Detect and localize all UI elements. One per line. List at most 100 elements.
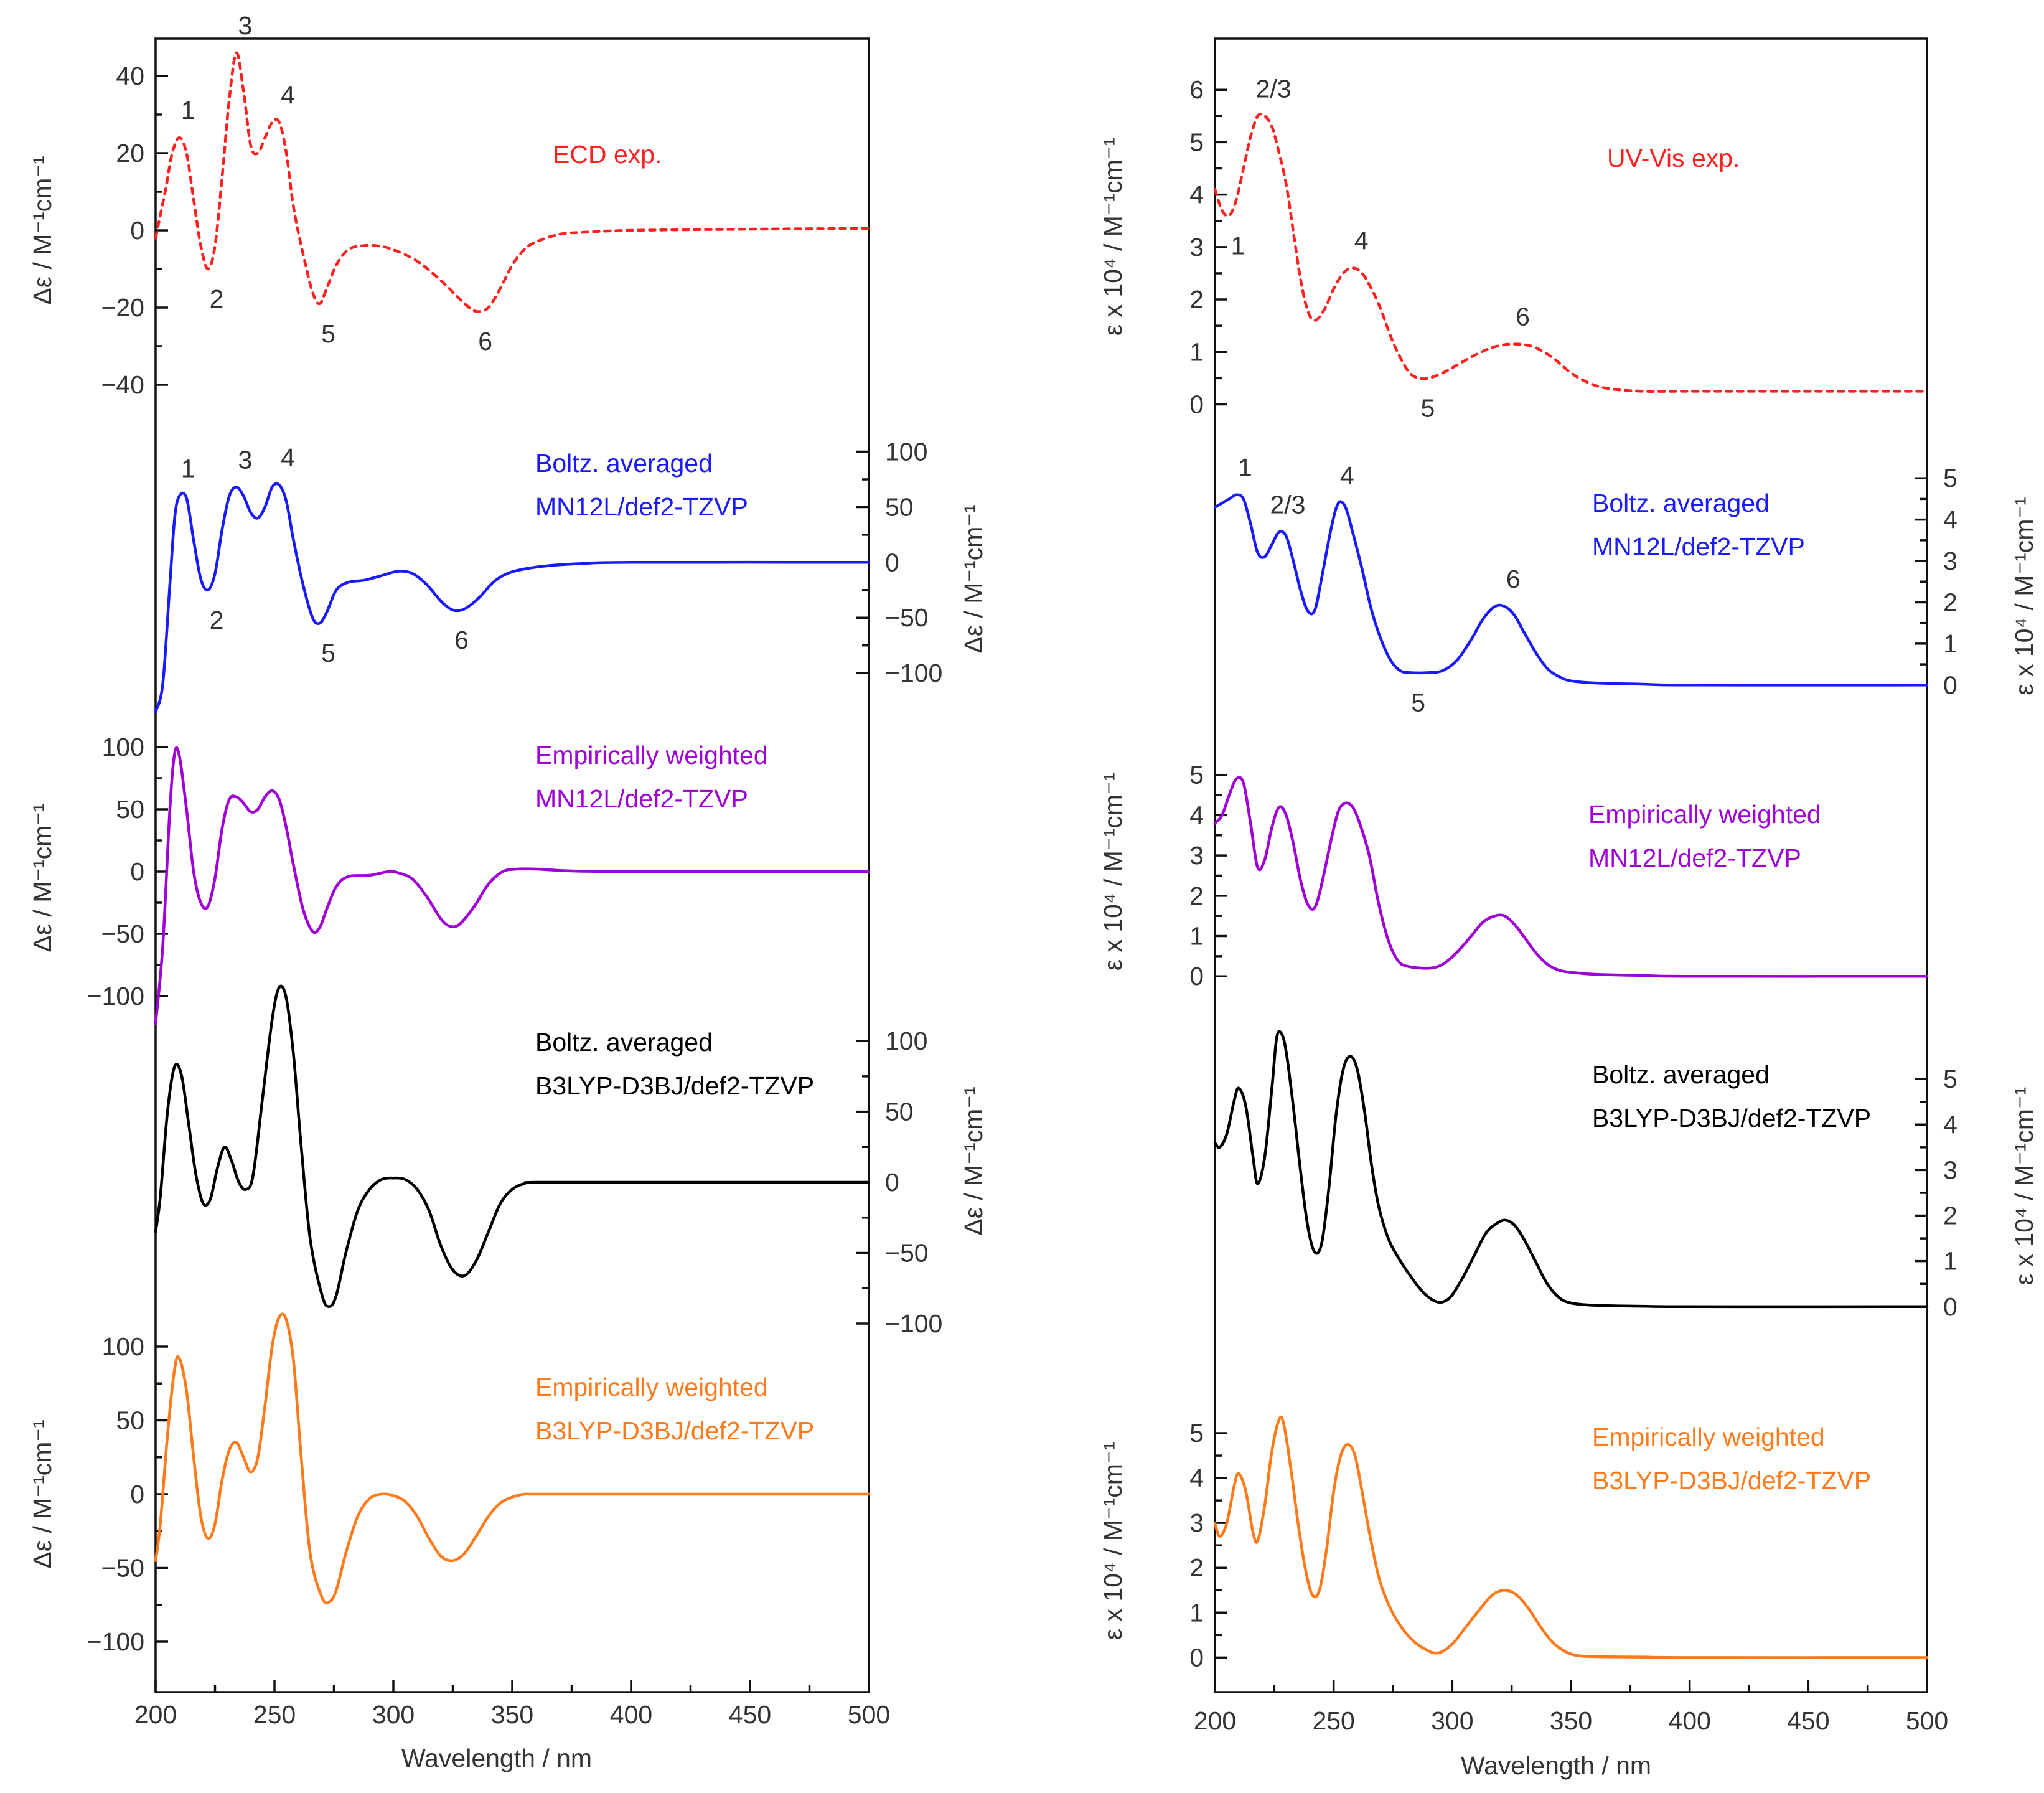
x-tick-label: 350 [1550, 1706, 1592, 1735]
ecd-series-3-y-tick-label: 0 [130, 857, 144, 886]
ecd-series-2-y-tick-label: 0 [885, 548, 899, 576]
uvvis-series-2-y-tick-label: 4 [1943, 506, 1957, 534]
ecd-series-3-y-tick-label: 50 [116, 795, 144, 824]
uvvis-series-3-y-tick-label: 5 [1189, 761, 1204, 789]
ecd-series-2-y-tick-label: 100 [885, 438, 927, 466]
ecd-series-1-y-axis-title: Δε / M⁻¹cm⁻¹ [28, 156, 57, 304]
uvvis-series-1-y-tick-label: 4 [1189, 181, 1204, 209]
ecd-series-4-legend-label: B3LYP-D3BJ/def2-TZVP [535, 1071, 814, 1100]
ecd-series-2-y-tick-label: 50 [885, 492, 914, 521]
uvvis-series-2-legend-label: MN12L/def2-TZVP [1592, 532, 1805, 561]
ecd-series-2-peak-label: 1 [181, 454, 195, 483]
ecd-x-axis-title: Wavelength / nm [401, 1744, 592, 1772]
ecd-series-1-y-tick-label: −40 [101, 370, 144, 399]
ecd-series-2-peak-label: 2 [210, 606, 224, 634]
x-tick-label: 300 [372, 1700, 415, 1729]
ecd-series-4-line [154, 984, 871, 1308]
uvvis-x-axis-title: Wavelength / nm [1461, 1751, 1651, 1780]
ecd-series-4-y-tick-label: −50 [885, 1239, 929, 1268]
uvvis-series-2-peak-label: 2/3 [1270, 491, 1305, 519]
ecd-series-3-y-tick-label: −100 [87, 982, 144, 1010]
ecd-series-4-y-tick-label: 0 [885, 1168, 899, 1197]
uvvis-series-4-y-axis-title: ε x 10⁴ / M⁻¹cm⁻¹ [2010, 1087, 2038, 1285]
ecd-series-4-y-tick-label: −100 [885, 1309, 942, 1338]
ecd-series-1-y-tick-label: −20 [101, 293, 144, 322]
ecd-series-5-y-tick-label: 100 [102, 1332, 144, 1361]
uvvis-series-5-line [1213, 1415, 1929, 1659]
ecd-series-2-peak-label: 3 [238, 445, 252, 474]
uvvis-series-4-y-tick-label: 0 [1943, 1292, 1957, 1321]
uvvis-series-2-line [1213, 493, 1929, 687]
uvvis-series-2-peak-label: 5 [1411, 688, 1425, 717]
uvvis-series-5-legend-label: B3LYP-D3BJ/def2-TZVP [1592, 1466, 1871, 1495]
uvvis-series-4-y-tick-label: 5 [1943, 1065, 1957, 1093]
ecd-series-4-legend-label: Boltz. averaged [535, 1028, 713, 1057]
ecd-series-1-line [154, 51, 871, 313]
uvvis-curves [1213, 112, 1929, 1659]
ecd-series-2-peak-label: 5 [321, 639, 335, 667]
uvvis-series-4-legend-label: B3LYP-D3BJ/def2-TZVP [1592, 1104, 1871, 1132]
ecd-series-5-y-tick-label: 50 [116, 1406, 144, 1434]
ecd-series-3-legend-label: MN12L/def2-TZVP [535, 784, 748, 813]
uvvis-series-1-peak-label: 4 [1354, 227, 1369, 255]
uvvis-series-4-y-tick-label: 3 [1943, 1155, 1957, 1184]
uvvis-series-2-y-tick-label: 5 [1943, 464, 1957, 492]
uvvis-series-1-y-tick-label: 3 [1189, 233, 1204, 261]
uvvis-series-5-y-tick-label: 5 [1189, 1419, 1204, 1447]
uvvis-series-5-y-tick-label: 2 [1189, 1553, 1204, 1582]
ecd-series-5-y-axis-title: Δε / M⁻¹cm⁻¹ [28, 1419, 57, 1568]
x-tick-label: 300 [1431, 1706, 1473, 1735]
uvvis-series-5-y-tick-label: 1 [1189, 1598, 1204, 1627]
uvvis-series-5-y-tick-label: 4 [1189, 1464, 1204, 1492]
ecd-series-1-peak-label: 3 [238, 11, 252, 40]
uvvis-series-2-peak-label: 4 [1340, 461, 1354, 490]
ecd-curves [154, 51, 871, 1605]
uvvis-series-2-y-axis-title: ε x 10⁴ / M⁻¹cm⁻¹ [2010, 497, 2038, 695]
uvvis-series-2-peak-label: 1 [1238, 453, 1252, 482]
x-tick-label: 250 [253, 1700, 296, 1729]
uvvis-series-3-y-tick-label: 1 [1189, 922, 1204, 951]
ecd-series-1-legend-label: ECD exp. [553, 140, 662, 169]
ecd-series-1-y-tick-label: 0 [130, 216, 144, 245]
ecd-series-3-y-tick-label: −50 [101, 920, 144, 948]
ecd-series-4-y-tick-label: 50 [885, 1098, 914, 1126]
ecd-series-2-y-tick-label: −50 [885, 603, 929, 632]
x-tick-label: 500 [1906, 1706, 1948, 1735]
ecd-series-5-y-tick-label: −100 [87, 1627, 144, 1656]
x-tick-label: 500 [848, 1700, 890, 1729]
ecd-series-1-peak-label: 2 [210, 285, 224, 313]
ecd-series-3-y-tick-label: 100 [102, 733, 144, 761]
ecd-series-5-line [154, 1312, 871, 1605]
x-tick-label: 400 [610, 1700, 652, 1729]
ecd-series-4-y-axis-title: Δε / M⁻¹cm⁻¹ [959, 1086, 988, 1235]
ecd-series-2-line [154, 482, 871, 713]
x-tick-label: 350 [491, 1700, 533, 1729]
uvvis-series-3-y-tick-label: 4 [1189, 801, 1204, 829]
ecd-series-5-y-tick-label: 0 [130, 1480, 144, 1508]
uvvis-series-3-legend-label: MN12L/def2-TZVP [1588, 844, 1801, 872]
uvvis-series-1-peak-label: 1 [1231, 231, 1245, 260]
ecd-series-1-peak-label: 4 [281, 80, 295, 109]
uvvis-series-1-line [1213, 112, 1929, 393]
uvvis-series-3-y-tick-label: 2 [1189, 882, 1204, 910]
uvvis-series-1-y-tick-label: 5 [1189, 128, 1204, 156]
ecd-series-4-y-tick-label: 100 [885, 1027, 927, 1055]
uvvis-series-2-y-tick-label: 3 [1943, 547, 1957, 575]
ecd-series-5-legend-label: B3LYP-D3BJ/def2-TZVP [535, 1416, 814, 1445]
ecd-series-1-peak-label: 5 [321, 319, 335, 348]
ecd-series-2-y-tick-label: −100 [885, 659, 942, 687]
uvvis-series-1-peak-label: 6 [1516, 303, 1530, 331]
uvvis-series-3-y-tick-label: 0 [1189, 962, 1204, 991]
uvvis-series-2-peak-label: 6 [1506, 565, 1521, 593]
ecd-series-5-legend-label: Empirically weighted [535, 1373, 768, 1401]
x-tick-label: 400 [1668, 1706, 1710, 1735]
ecd-series-2-peak-label: 4 [281, 443, 295, 472]
uvvis-series-4-legend-label: Boltz. averaged [1592, 1060, 1770, 1089]
uvvis-series-4-y-tick-label: 1 [1943, 1247, 1957, 1276]
x-tick-label: 200 [134, 1700, 177, 1729]
x-tick-label: 450 [1787, 1706, 1829, 1735]
uvvis-series-1-peak-label: 5 [1421, 393, 1435, 422]
